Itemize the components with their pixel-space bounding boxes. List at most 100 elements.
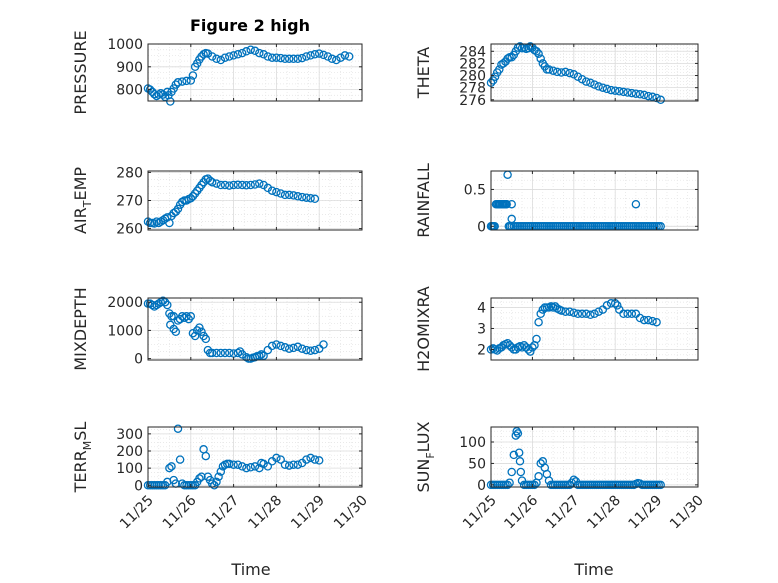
data-point xyxy=(648,92,657,102)
data-point xyxy=(225,459,234,469)
y-tick-label: 270 xyxy=(116,194,143,210)
y-tick-label: 0 xyxy=(134,478,143,494)
series-air-temp xyxy=(143,174,320,228)
subplot-h2omixra: 2 3 4 H2OMIXRA xyxy=(414,286,699,372)
data-point xyxy=(175,455,185,464)
data-point xyxy=(220,348,230,358)
data-point xyxy=(272,340,281,349)
data-point xyxy=(586,78,595,88)
data-point xyxy=(154,218,163,228)
y-tick-label: 2000 xyxy=(107,295,143,311)
data-point xyxy=(150,89,159,99)
data-point xyxy=(306,346,315,355)
y-tick-label: 100 xyxy=(116,461,143,477)
data-point xyxy=(280,460,290,469)
data-point xyxy=(293,54,303,64)
x-tick-label: 11/30 xyxy=(667,493,707,533)
data-point xyxy=(503,54,512,63)
data-point xyxy=(561,307,570,316)
data-point xyxy=(517,476,527,485)
data-point xyxy=(507,53,516,62)
data-point xyxy=(306,453,315,463)
axes-box xyxy=(490,43,699,102)
data-point xyxy=(293,192,303,201)
data-point xyxy=(263,52,273,61)
data-point xyxy=(293,460,303,469)
data-point xyxy=(534,317,543,327)
y-axis-label: SUNFLUX xyxy=(414,421,437,492)
data-point xyxy=(586,310,595,320)
y-tick-label: 800 xyxy=(116,83,143,99)
data-point xyxy=(280,343,290,352)
data-point xyxy=(289,54,298,64)
y-axis-label: TERRMSL xyxy=(71,422,94,494)
data-point xyxy=(310,194,320,204)
data-point xyxy=(276,455,285,464)
data-point xyxy=(507,343,516,352)
data-point xyxy=(197,327,206,337)
data-point xyxy=(284,190,294,200)
data-point xyxy=(186,76,196,85)
x-axis-label-left: Time xyxy=(230,560,270,579)
data-point xyxy=(516,467,526,477)
data-point xyxy=(169,208,178,218)
data-point xyxy=(528,343,537,352)
axes-box xyxy=(147,43,363,102)
data-point xyxy=(344,52,354,61)
data-point xyxy=(297,53,307,63)
data-point xyxy=(644,315,653,325)
y-tick-label: 4 xyxy=(477,300,486,316)
data-point xyxy=(627,309,637,319)
data-point xyxy=(656,95,665,105)
data-point xyxy=(302,345,311,355)
data-point xyxy=(507,199,516,209)
data-point xyxy=(250,46,260,56)
data-point xyxy=(182,196,191,205)
data-point xyxy=(644,91,653,101)
x-tick-label: 11/26 xyxy=(160,492,200,532)
x-tick-label: 11/26 xyxy=(501,492,541,532)
y-tick-label: 0 xyxy=(477,478,486,494)
data-point xyxy=(619,87,628,97)
y-tick-label: 300 xyxy=(116,427,143,443)
data-point xyxy=(207,177,217,187)
data-point xyxy=(233,348,243,358)
data-point xyxy=(623,88,632,97)
data-point xyxy=(242,463,251,473)
data-point xyxy=(635,313,645,323)
data-point xyxy=(557,306,566,315)
axes-box xyxy=(147,426,363,488)
data-point xyxy=(214,472,223,481)
data-point xyxy=(598,83,608,92)
y-tick-label: 280 xyxy=(116,165,143,181)
data-point xyxy=(197,472,206,481)
data-point xyxy=(639,90,649,100)
data-point xyxy=(171,327,181,337)
data-point xyxy=(216,180,226,190)
data-point xyxy=(495,65,504,74)
data-point xyxy=(532,334,541,344)
data-point xyxy=(499,59,508,68)
data-point xyxy=(263,345,273,355)
data-point xyxy=(656,480,665,490)
data-point xyxy=(306,194,315,203)
data-point xyxy=(158,90,168,99)
data-point xyxy=(536,54,545,63)
data-point xyxy=(314,456,324,465)
x-tick-label: 11/29 xyxy=(288,493,328,533)
subplot-sun-flux: 0 50 100 SUNFLUX 11/25 11/26 11/27 11/28 11/29 11… xyxy=(414,421,707,532)
data-point xyxy=(145,85,155,94)
data-point xyxy=(284,54,294,64)
subplot-mixdepth: 0 1000 2000 MIXDEPTH xyxy=(71,287,363,371)
axes-box xyxy=(147,297,363,361)
data-point xyxy=(255,351,264,361)
data-point xyxy=(293,342,303,352)
data-point xyxy=(323,52,333,61)
y-tick-label: 260 xyxy=(116,222,143,238)
x-tick-label: 11/29 xyxy=(626,493,666,533)
data-point xyxy=(594,307,603,316)
y-tick-label: 200 xyxy=(116,444,143,460)
data-point xyxy=(163,300,172,310)
data-point xyxy=(652,93,661,103)
